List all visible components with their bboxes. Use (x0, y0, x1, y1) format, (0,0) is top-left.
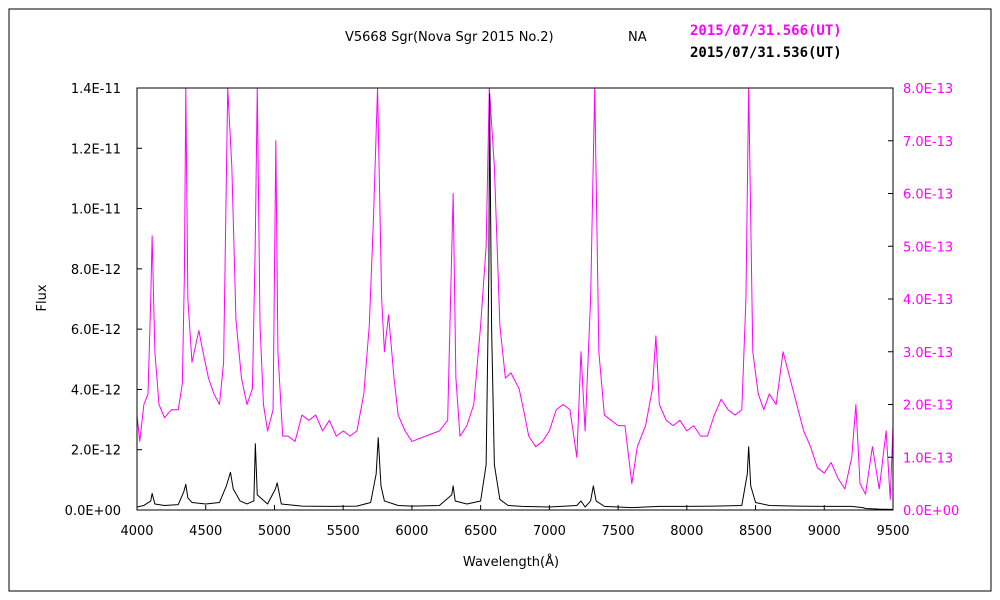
x-axis-label: Wavelength(Å) (463, 554, 559, 570)
x-tick-label: 7500 (602, 524, 635, 539)
y-left-tick-label: 8.0E-12 (71, 263, 121, 278)
y-left-tick-label: 6.0E-12 (71, 323, 121, 338)
series-line-1 (137, 93, 893, 510)
y-right-tick-label: 7.0E-13 (903, 135, 953, 150)
x-tick-label: 9500 (876, 524, 909, 539)
x-tick-label: 5500 (327, 524, 360, 539)
series-layer (137, 88, 893, 510)
x-tick-label: 5000 (258, 524, 291, 539)
y-left-tick-label: 2.0E-12 (71, 444, 121, 459)
outer-frame (8, 8, 992, 592)
y-right-tick-label: 2.0E-13 (903, 399, 953, 414)
legend-magenta-series: 2015/07/31.566(UT) (690, 23, 842, 39)
y-left-tick-label: 1.4E-11 (71, 82, 121, 97)
series-line-0 (137, 88, 893, 500)
y-right-tick-label: 6.0E-13 (903, 188, 953, 203)
x-tick-label: 4000 (120, 524, 153, 539)
x-tick-label: 8000 (670, 524, 703, 539)
chart-title: V5668 Sgr(Nova Sgr 2015 No.2) (345, 30, 554, 45)
y-left-tick-label: 1.2E-11 (71, 142, 121, 157)
y-left-tick-label: 0.0E+00 (65, 504, 121, 519)
x-tick-label: 8500 (739, 524, 772, 539)
y-right-tick-label: 5.0E-13 (903, 240, 953, 255)
y-left-tick-label: 1.0E-11 (71, 203, 121, 218)
y-right-tick-label: 3.0E-13 (903, 346, 953, 361)
y-axis-label: Flux (35, 284, 50, 311)
chart-subtitle: NA (628, 30, 647, 45)
x-tick-label: 6500 (464, 524, 497, 539)
axes-layer: 4000 4500 5000 5500 6000 6500 7000 7500 8000 8500… (65, 82, 960, 539)
x-tick-label: 4500 (189, 524, 222, 539)
plot-area-frame (136, 87, 894, 511)
y-right-tick-label: 8.0E-13 (903, 82, 953, 97)
x-tick-label: 7000 (533, 524, 566, 539)
legend-black-series: 2015/07/31.536(UT) (690, 45, 842, 61)
y-right-tick-label: 0.0E+00 (903, 504, 959, 519)
y-right-tick-label: 1.0E-13 (903, 451, 953, 466)
y-left-tick-label: 4.0E-12 (71, 383, 121, 398)
y-right-tick-label: 4.0E-13 (903, 293, 953, 308)
x-tick-label: 9000 (808, 524, 841, 539)
x-tick-label: 6000 (395, 524, 428, 539)
